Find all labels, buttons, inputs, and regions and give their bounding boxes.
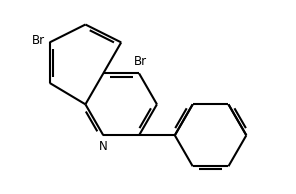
Text: Br: Br [32, 34, 45, 47]
Text: N: N [99, 140, 108, 153]
Text: Br: Br [134, 55, 147, 68]
